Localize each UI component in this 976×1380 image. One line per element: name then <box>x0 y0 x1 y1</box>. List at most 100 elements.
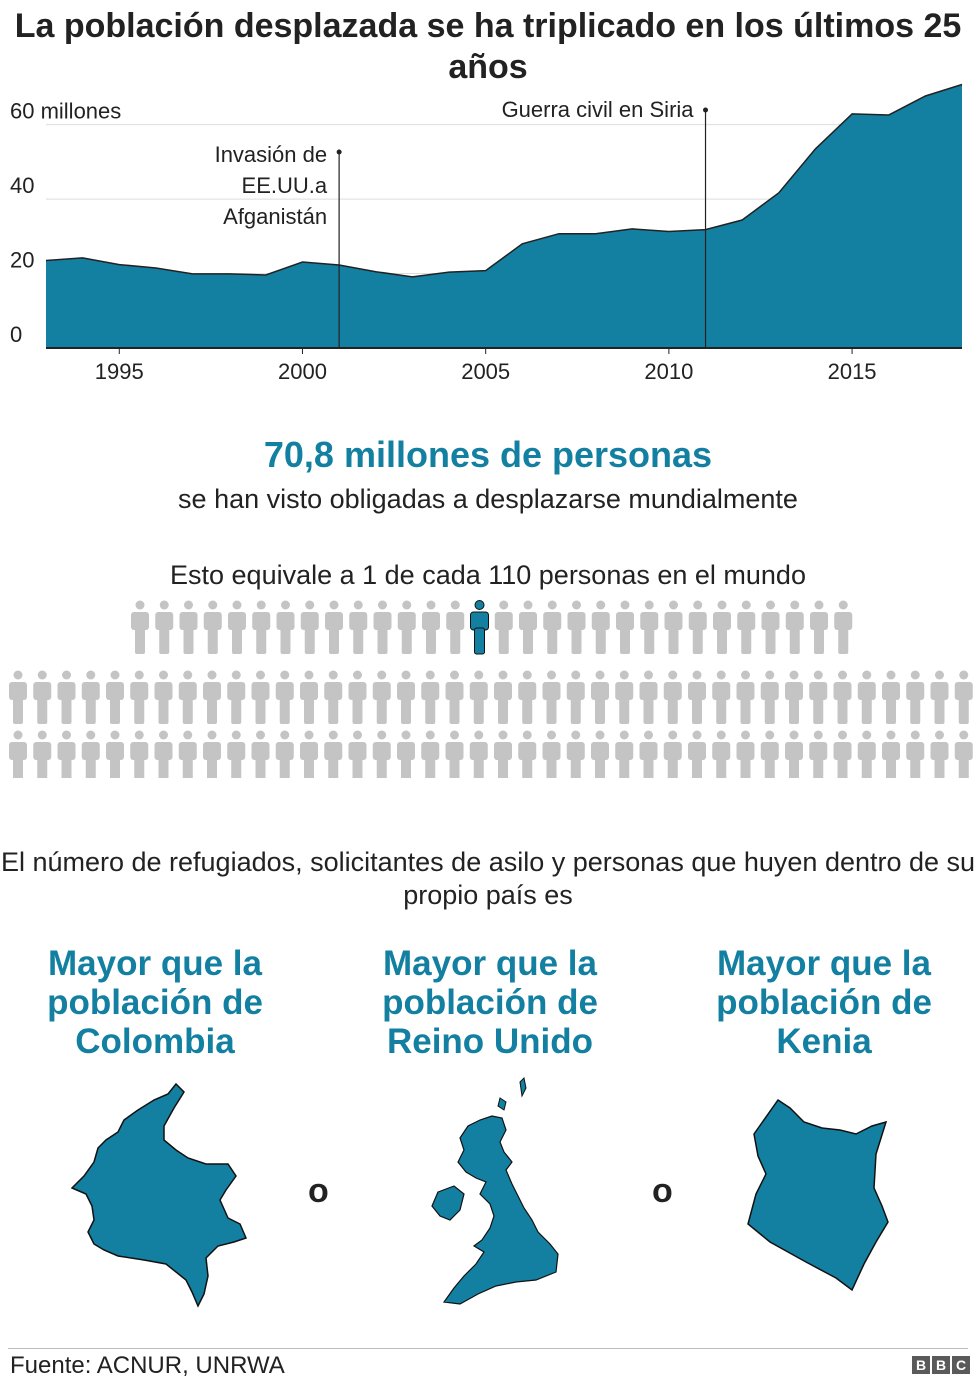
person-icon <box>57 730 76 778</box>
person-icon <box>227 670 246 724</box>
person-icon <box>954 730 973 778</box>
displaced-population-area-chart: 0 20 40 60 millones 1995 2000 2005 2010 2015 Inva… <box>10 83 963 384</box>
person-icon <box>397 670 415 724</box>
person-icon <box>688 600 707 654</box>
x-tick-label: 2000 <box>278 359 327 384</box>
people-pictogram <box>9 600 973 778</box>
comparison-intro: El número de refugiados, solicitantes de… <box>0 847 976 910</box>
person-icon <box>737 600 756 654</box>
person-icon <box>106 730 124 778</box>
person-icon <box>615 730 634 778</box>
person-icon <box>882 730 900 778</box>
bbc-logo: B B C <box>912 1356 970 1374</box>
person-icon <box>810 600 828 654</box>
person-icon <box>809 670 828 724</box>
person-icon <box>349 600 368 654</box>
person-icon <box>300 670 318 724</box>
person-icon-highlighted <box>470 600 489 655</box>
person-icon <box>9 730 27 778</box>
person-icon <box>882 670 900 724</box>
person-icon <box>639 670 658 724</box>
y-tick-label: 20 <box>10 248 34 273</box>
headline-total: 70,8 millones de personas <box>263 434 713 475</box>
person-icon <box>785 730 803 778</box>
person-icon <box>542 670 561 724</box>
person-icon <box>519 600 537 654</box>
person-icon <box>857 670 876 724</box>
person-icon <box>713 600 731 654</box>
kenya-map-icon <box>747 1098 889 1292</box>
person-icon <box>397 730 415 778</box>
person-icon <box>494 600 513 654</box>
person-icon <box>130 670 149 724</box>
person-icon <box>445 670 464 724</box>
person-icon <box>9 670 27 724</box>
person-icon <box>178 730 197 778</box>
bbc-logo-letter: B <box>912 1356 930 1374</box>
person-icon <box>275 670 294 724</box>
person-icon <box>154 670 173 724</box>
person-icon <box>348 670 367 724</box>
person-icon <box>639 730 658 778</box>
person-icon <box>567 600 586 654</box>
x-tick-label: 2015 <box>828 359 877 384</box>
person-icon <box>106 670 124 724</box>
person-icon <box>373 600 392 654</box>
person-icon <box>736 670 755 724</box>
person-icon <box>518 670 537 724</box>
person-icon <box>33 670 52 724</box>
source-note: Fuente: ACNUR, UNRWA <box>10 1352 285 1379</box>
person-icon <box>616 600 634 654</box>
person-icon <box>372 730 391 778</box>
person-icon <box>81 730 100 778</box>
person-icon <box>591 670 609 724</box>
person-icon <box>688 670 706 724</box>
y-tick-label: 40 <box>10 173 34 198</box>
headline-subtitle: se han visto obligadas a desplazarse mun… <box>178 484 798 514</box>
person-icon <box>543 600 562 654</box>
person-icon <box>33 730 52 778</box>
person-icon <box>664 600 683 654</box>
person-icon <box>348 730 367 778</box>
page-title: La población desplazada se ha triplicado… <box>14 7 962 86</box>
annotation-label: EE.UU.a <box>242 173 328 198</box>
person-icon <box>251 730 270 778</box>
person-icon <box>130 730 149 778</box>
annotation-label: Guerra civil en Siria <box>502 97 695 122</box>
person-icon <box>57 670 76 724</box>
person-icon <box>227 730 246 778</box>
x-tick-label: 1995 <box>95 359 144 384</box>
person-icon <box>325 600 343 654</box>
person-icon <box>469 670 488 724</box>
person-icon <box>640 600 659 654</box>
person-icon <box>81 670 100 724</box>
person-icon <box>566 670 585 724</box>
y-tick-label: 60 millones <box>10 99 121 124</box>
person-icon <box>251 670 270 724</box>
person-icon <box>421 730 440 778</box>
person-icon <box>494 670 512 724</box>
person-icon <box>615 670 634 724</box>
person-icon <box>834 600 853 654</box>
or-separator-2: o <box>652 1172 673 1210</box>
annotation-dot <box>703 107 709 113</box>
person-icon <box>663 670 682 724</box>
person-icon <box>275 730 294 778</box>
person-icon <box>422 600 440 654</box>
person-icon <box>591 730 609 778</box>
equivalence-text: Esto equivale a 1 de cada 110 personas e… <box>170 560 806 590</box>
uk-map-icon <box>431 1076 559 1305</box>
person-icon <box>228 600 246 654</box>
colombia-map-icon <box>70 1082 248 1308</box>
person-icon <box>372 670 391 724</box>
person-icon <box>300 730 318 778</box>
person-icon <box>906 670 925 724</box>
person-icon <box>712 730 731 778</box>
person-icon <box>131 600 149 654</box>
person-icon <box>688 730 706 778</box>
person-icon <box>736 730 755 778</box>
person-icon <box>833 670 852 724</box>
annotation-dot <box>336 149 342 155</box>
person-icon <box>663 730 682 778</box>
area-series <box>46 84 962 348</box>
